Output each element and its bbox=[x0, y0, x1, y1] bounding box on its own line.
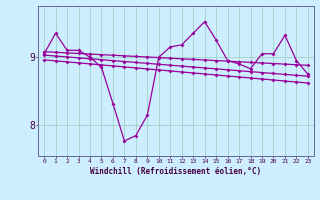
X-axis label: Windchill (Refroidissement éolien,°C): Windchill (Refroidissement éolien,°C) bbox=[91, 167, 261, 176]
